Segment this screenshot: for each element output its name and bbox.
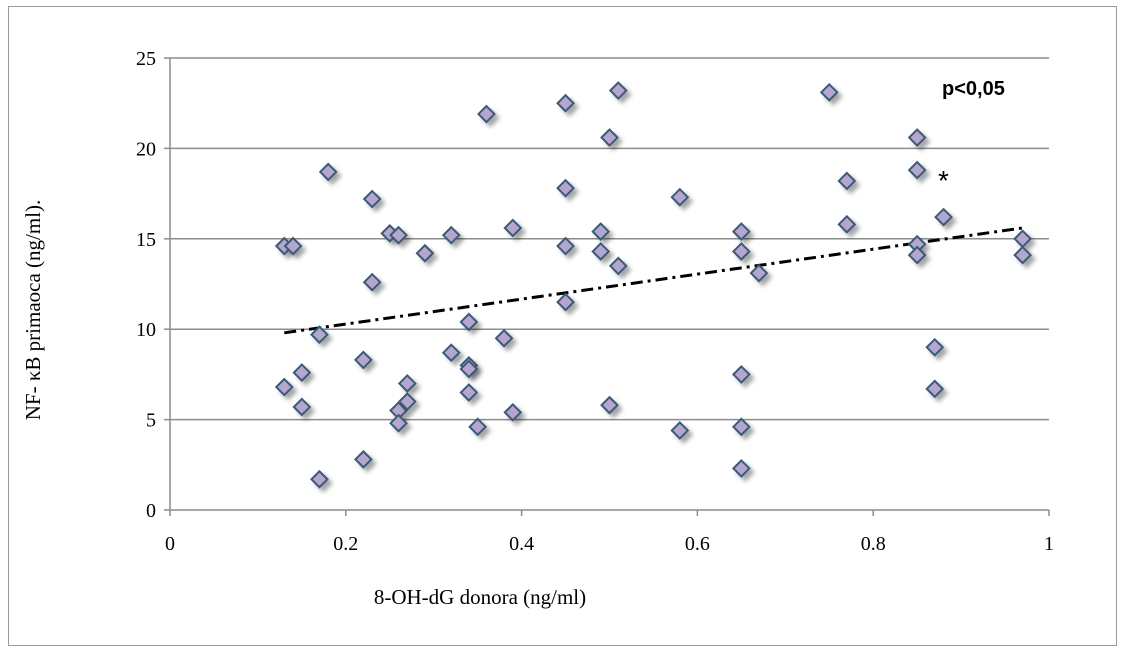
data-point xyxy=(731,222,751,241)
data-point xyxy=(608,256,628,276)
data-point xyxy=(731,459,751,478)
data-point xyxy=(837,214,857,234)
data-point xyxy=(503,402,523,422)
data-point xyxy=(494,328,514,348)
data-point xyxy=(837,171,857,191)
data-point xyxy=(556,236,575,256)
data-point xyxy=(503,218,523,238)
data-point xyxy=(731,242,751,261)
tick-labels: 0 5 10 15 20 25 0 0.2 0.4 0.6 0.8 1 xyxy=(136,48,1054,555)
data-point xyxy=(556,93,575,113)
data-point xyxy=(600,128,619,147)
data-point xyxy=(1013,229,1033,249)
y-tick-label: 10 xyxy=(136,319,156,341)
x-tick-label: 0.4 xyxy=(509,533,534,555)
data-point xyxy=(397,392,417,411)
data-point xyxy=(907,160,927,180)
x-tick-label: 1 xyxy=(1044,533,1054,555)
data-point xyxy=(362,189,382,209)
y-tick-label: 5 xyxy=(146,410,156,432)
data-point xyxy=(468,417,488,437)
data-point xyxy=(907,245,927,265)
data-point xyxy=(459,312,479,332)
x-tick-label: 0.6 xyxy=(685,533,710,555)
data-point xyxy=(389,225,408,245)
axes xyxy=(164,57,1050,516)
data-point xyxy=(283,236,303,256)
data-point xyxy=(591,222,611,241)
data-points xyxy=(274,81,1033,489)
significance-star: * xyxy=(938,165,949,196)
data-point xyxy=(292,363,312,383)
data-point xyxy=(591,242,611,261)
data-point xyxy=(477,104,496,124)
x-tick-label: 0 xyxy=(165,533,175,555)
data-point xyxy=(441,343,461,363)
data-point xyxy=(925,337,945,357)
data-point xyxy=(556,292,575,312)
data-point xyxy=(925,379,945,399)
data-point xyxy=(353,449,373,469)
data-point xyxy=(318,162,338,182)
x-axis-title: 8-OH-dG donora (ng/ml) xyxy=(374,585,586,609)
data-point xyxy=(274,377,294,397)
data-point xyxy=(600,395,619,415)
data-point xyxy=(415,243,435,263)
data-point xyxy=(353,350,373,370)
y-tick-label: 25 xyxy=(136,48,156,70)
y-tick-label: 20 xyxy=(136,138,156,160)
data-point xyxy=(934,207,953,227)
data-point xyxy=(362,272,382,292)
data-point xyxy=(310,325,329,345)
y-tick-label: 0 xyxy=(146,500,156,522)
data-point xyxy=(310,469,329,489)
data-point xyxy=(459,359,479,379)
data-point xyxy=(907,128,927,147)
data-point xyxy=(556,178,575,198)
data-point xyxy=(731,364,751,384)
data-point xyxy=(749,263,769,283)
y-tick-label: 15 xyxy=(136,229,156,251)
data-point xyxy=(608,81,628,100)
x-tick-label: 0.8 xyxy=(861,533,886,555)
data-point xyxy=(670,421,690,440)
p-value-annotation: p<0,05 xyxy=(942,78,1005,100)
y-axis-title: NF- κB primaoca (ng/ml). xyxy=(21,200,45,421)
data-point xyxy=(459,383,479,402)
data-point xyxy=(731,417,751,437)
chart-frame xyxy=(8,6,1117,646)
data-point xyxy=(441,225,461,245)
data-point xyxy=(389,413,408,433)
data-point xyxy=(670,187,690,207)
data-point xyxy=(397,374,417,393)
x-tick-label: 0.2 xyxy=(333,533,358,555)
data-point xyxy=(1013,245,1033,265)
data-point xyxy=(819,82,839,102)
data-point xyxy=(292,397,312,417)
